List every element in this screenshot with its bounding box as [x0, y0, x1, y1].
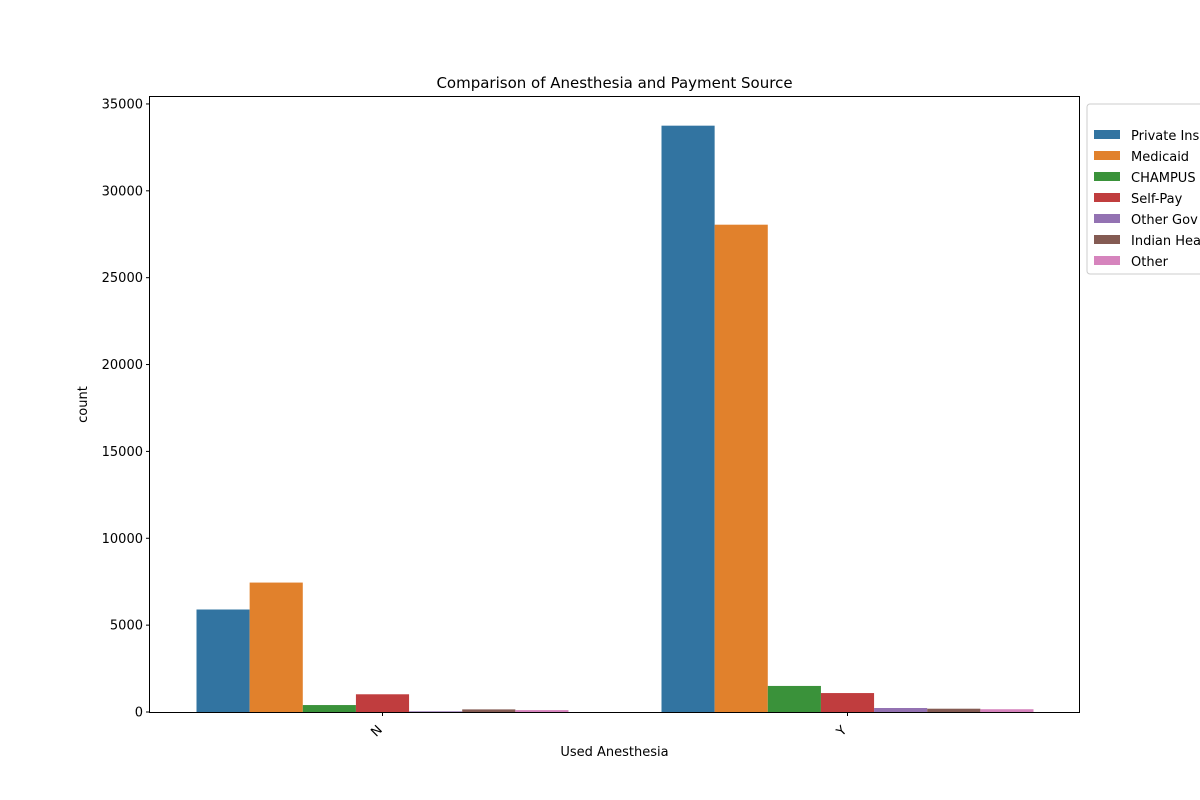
y-tick-label: 20000 — [102, 358, 143, 373]
bar-champus-n — [302, 705, 356, 712]
y-tick-label: 25000 — [102, 271, 143, 286]
legend-swatch-other — [1094, 256, 1120, 265]
bar-self-pay-y — [820, 693, 875, 712]
y-tick-label: 10000 — [102, 532, 143, 547]
bar-indian-hea-y — [927, 708, 981, 712]
x-tick-label: N — [368, 723, 385, 740]
legend-label-self-pay: Self-Pay — [1131, 192, 1183, 207]
legend-label-private-ins: Private Ins — [1131, 129, 1200, 144]
y-tick-label: 0 — [135, 706, 143, 721]
bars-layer — [196, 125, 1034, 713]
y-tick-label: 15000 — [102, 445, 143, 460]
bar-private-ins-n — [196, 609, 250, 712]
bar-other-n — [515, 710, 569, 712]
legend-label-other: Other — [1131, 255, 1169, 270]
bar-other-gov-n — [409, 711, 463, 712]
bar-other-y — [980, 709, 1034, 712]
legend-swatch-other-gov — [1094, 214, 1120, 223]
y-axis: 0 5000 10000 15000 20000 25000 30000 35000 — [102, 97, 150, 721]
y-tick-label: 5000 — [110, 619, 143, 634]
legend-swatch-champus — [1094, 172, 1120, 181]
y-axis-title: count — [76, 386, 91, 423]
bar-private-ins-y — [661, 125, 715, 713]
bar-medicaid-n — [249, 582, 303, 712]
legend-swatch-indian-hea — [1094, 235, 1120, 244]
chart-title: Comparison of Anesthesia and Payment Sou… — [436, 74, 792, 92]
bar-self-pay-n — [355, 694, 410, 712]
legend-swatch-medicaid — [1094, 151, 1120, 160]
x-axis-title: Used Anesthesia — [560, 745, 668, 760]
bar-other-gov-y — [874, 708, 928, 712]
bar-indian-hea-n — [462, 709, 516, 712]
bar-medicaid-y — [714, 224, 768, 712]
legend-label-other-gov: Other Gov — [1131, 213, 1198, 228]
legend-swatch-self-pay — [1094, 193, 1120, 202]
y-tick-label: 30000 — [102, 184, 143, 199]
x-tick-label: Y — [833, 723, 850, 740]
plot-frame — [149, 96, 1080, 713]
y-tick-label: 35000 — [102, 97, 143, 112]
legend-label-indian-hea: Indian Hea — [1131, 234, 1200, 249]
legend-label-medicaid: Medicaid — [1131, 150, 1189, 165]
legend-label-champus: CHAMPUS — [1131, 171, 1196, 186]
legend: Private Ins Medicaid CHAMPUS Self-Pay Other … — [1086, 103, 1200, 275]
legend-frame — [1086, 103, 1200, 275]
bar-champus-y — [767, 685, 821, 712]
legend-swatch-private-ins — [1094, 130, 1120, 139]
